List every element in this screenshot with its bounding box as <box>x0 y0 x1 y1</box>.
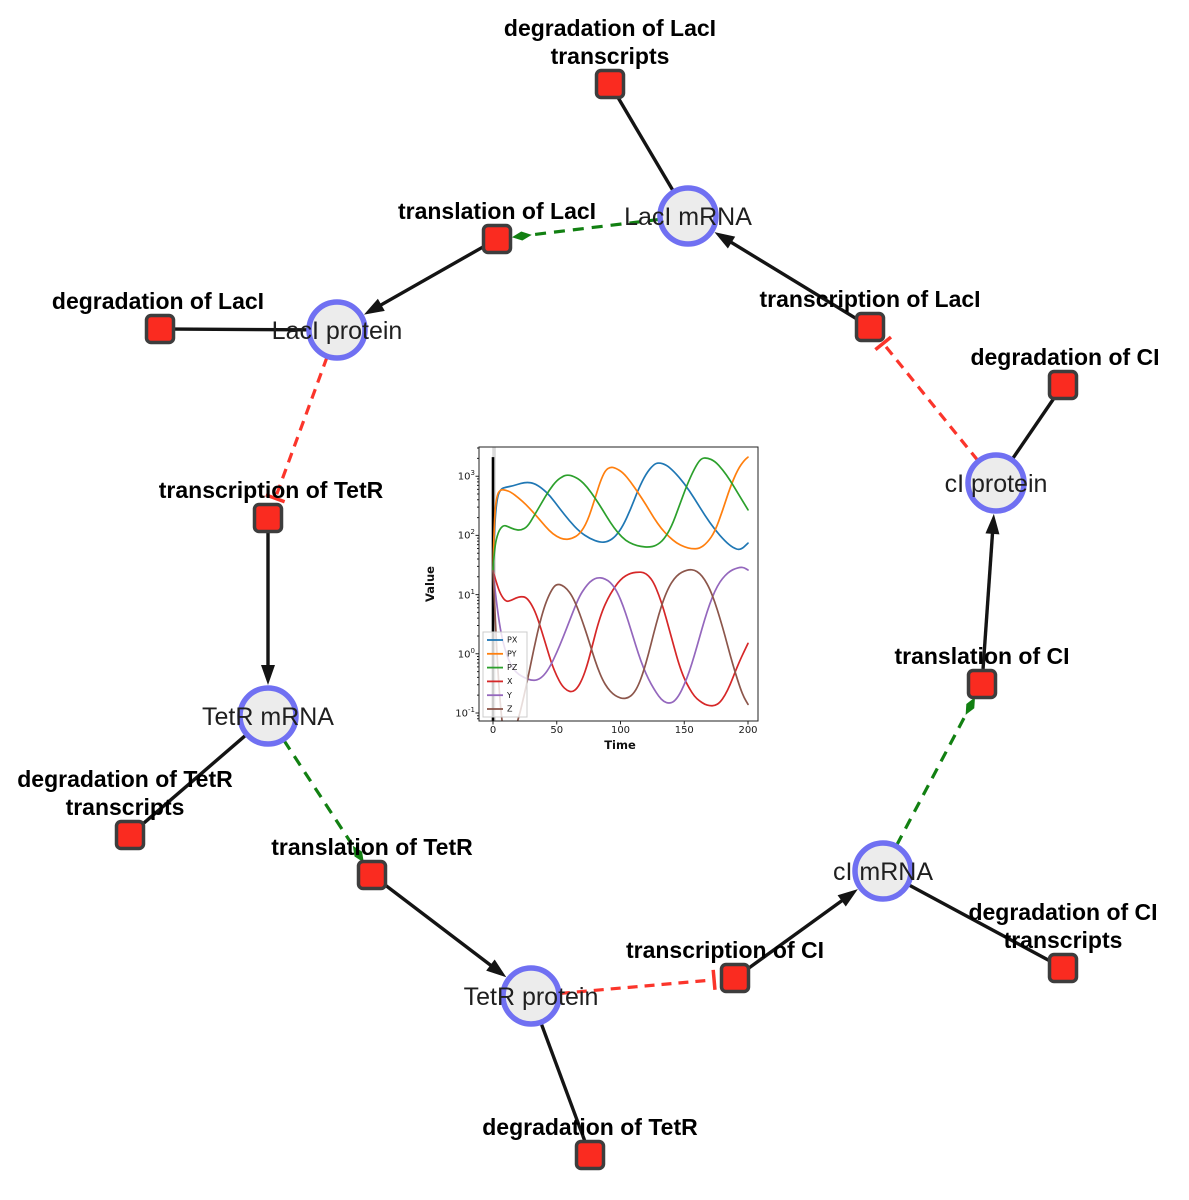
arrowhead-icon <box>837 889 858 907</box>
edge-laci-protein-transcription-tetr <box>274 356 329 497</box>
reaction-node-deg-tetr[interactable] <box>574 1139 606 1171</box>
y-tick-label-1e0: 100 <box>457 646 475 661</box>
species-node-tetr-mrna[interactable] <box>237 685 299 747</box>
reaction-label-deg-ci: degradation of CI <box>970 344 1159 370</box>
edge-laci-protein-deg-laci <box>174 327 309 332</box>
reaction-label-deg-tetr-transcripts: degradation of TetR transcripts <box>17 766 233 820</box>
species-label-tetr-mrna: TetR mRNA <box>202 703 334 731</box>
reaction-node-translation-ci[interactable] <box>966 668 998 700</box>
reaction-label-deg-tetr: degradation of TetR <box>482 1114 698 1140</box>
edge-transcription-ci-ci-mrna <box>746 897 846 971</box>
edge-translation-laci-laci-protein <box>377 244 485 309</box>
x-tick-label-0: 0 <box>489 725 497 736</box>
edge-ci-mrna-translation-ci <box>895 712 968 847</box>
reaction-node-transcription-tetr[interactable] <box>252 502 284 534</box>
modifier-diamond-icon <box>511 231 532 241</box>
edge-translation-ci-ci-protein <box>981 529 995 670</box>
x-axis-label: Time <box>604 738 636 752</box>
reaction-label-translation-laci: translation of LacI <box>398 198 596 224</box>
chart-canvas <box>421 437 773 767</box>
reaction-label-deg-ci-transcripts: degradation of CI transcripts <box>968 899 1157 953</box>
arrowhead-icon <box>486 959 507 978</box>
edge-tetr-protein-transcription-ci <box>559 978 713 996</box>
y-tick-label-1e3: 103 <box>457 469 475 483</box>
species-node-ci-mrna[interactable] <box>852 840 914 902</box>
modifier-diamond-icon <box>965 697 975 715</box>
edge-ci-protein-deg-ci <box>1010 396 1056 461</box>
reaction-label-translation-ci: translation of CI <box>894 643 1069 669</box>
y-axis-label: Value <box>423 566 437 602</box>
reaction-node-deg-laci[interactable] <box>144 313 176 345</box>
inhibition-tbar-icon <box>265 493 286 504</box>
reaction-node-deg-tetr-transcripts[interactable] <box>114 819 146 851</box>
reaction-label-translation-tetr: translation of TetR <box>271 834 473 860</box>
edge-ci-mrna-deg-ci-transcripts <box>907 883 1051 963</box>
species-node-laci-protein[interactable] <box>306 299 368 361</box>
x-tick-label-100: 100 <box>610 725 631 736</box>
inhibition-tbar-icon <box>711 969 717 990</box>
reaction-node-transcription-ci[interactable] <box>719 962 751 994</box>
reaction-node-translation-laci[interactable] <box>481 223 513 255</box>
edge-tetr-mrna-deg-tetr-transcripts <box>140 733 248 827</box>
y-tick-label-1e1: 101 <box>457 587 475 601</box>
modifier-diamond-icon <box>352 845 364 863</box>
reaction-node-transcription-laci[interactable] <box>854 311 886 343</box>
edge-transcription-laci-laci-mrna <box>727 239 859 321</box>
reaction-label-transcription-tetr: transcription of TetR <box>159 477 384 503</box>
edge-tetr-mrna-translation-tetr <box>282 739 356 849</box>
species-label-tetr-protein: TetR protein <box>464 983 599 1011</box>
arrowhead-icon <box>363 298 385 315</box>
species-label-laci-mrna: LacI mRNA <box>624 203 752 231</box>
reaction-node-deg-ci-transcripts[interactable] <box>1047 952 1079 984</box>
species-label-ci-mrna: cI mRNA <box>833 858 933 886</box>
species-node-tetr-protein[interactable] <box>500 965 562 1027</box>
inhibition-tbar-icon <box>874 335 893 351</box>
y-tick-label-1e-1: 10-1 <box>455 706 475 720</box>
arrowhead-icon <box>985 513 1000 535</box>
reaction-node-deg-laci-transcripts[interactable] <box>594 68 626 100</box>
edge-laci-mrna-translation-laci <box>529 217 660 237</box>
reaction-node-translation-tetr[interactable] <box>356 859 388 891</box>
x-tick-label-150: 150 <box>674 725 694 736</box>
arrowhead-icon <box>261 665 275 685</box>
edge-ci-protein-transcription-laci <box>883 343 980 462</box>
reaction-label-deg-laci-transcripts: degradation of LacI transcripts <box>504 15 716 69</box>
reaction-label-transcription-laci: transcription of LacI <box>759 286 980 312</box>
reaction-label-transcription-ci: transcription of CI <box>626 937 824 963</box>
x-tick-label-50: 50 <box>550 725 564 736</box>
edge-translation-tetr-tetr-protein <box>382 882 495 969</box>
x-tick-label-200: 200 <box>738 725 758 736</box>
species-label-laci-protein: LacI protein <box>272 317 403 345</box>
reaction-node-deg-ci[interactable] <box>1047 369 1079 401</box>
species-node-laci-mrna[interactable] <box>657 185 719 247</box>
species-node-ci-protein[interactable] <box>965 452 1027 514</box>
species-label-ci-protein: cI protein <box>945 470 1048 498</box>
reaction-label-deg-laci: degradation of LacI <box>52 288 264 314</box>
inset-chart: 0 50 100 150 200 10-1 100 101 102 103 Time Value <box>421 437 773 767</box>
y-tick-label-1e2: 102 <box>457 528 475 542</box>
edge-laci-mrna-deg-laci-transcripts <box>616 96 675 192</box>
edge-tetr-protein-deg-tetr <box>539 1022 587 1142</box>
arrowhead-icon <box>714 232 736 249</box>
